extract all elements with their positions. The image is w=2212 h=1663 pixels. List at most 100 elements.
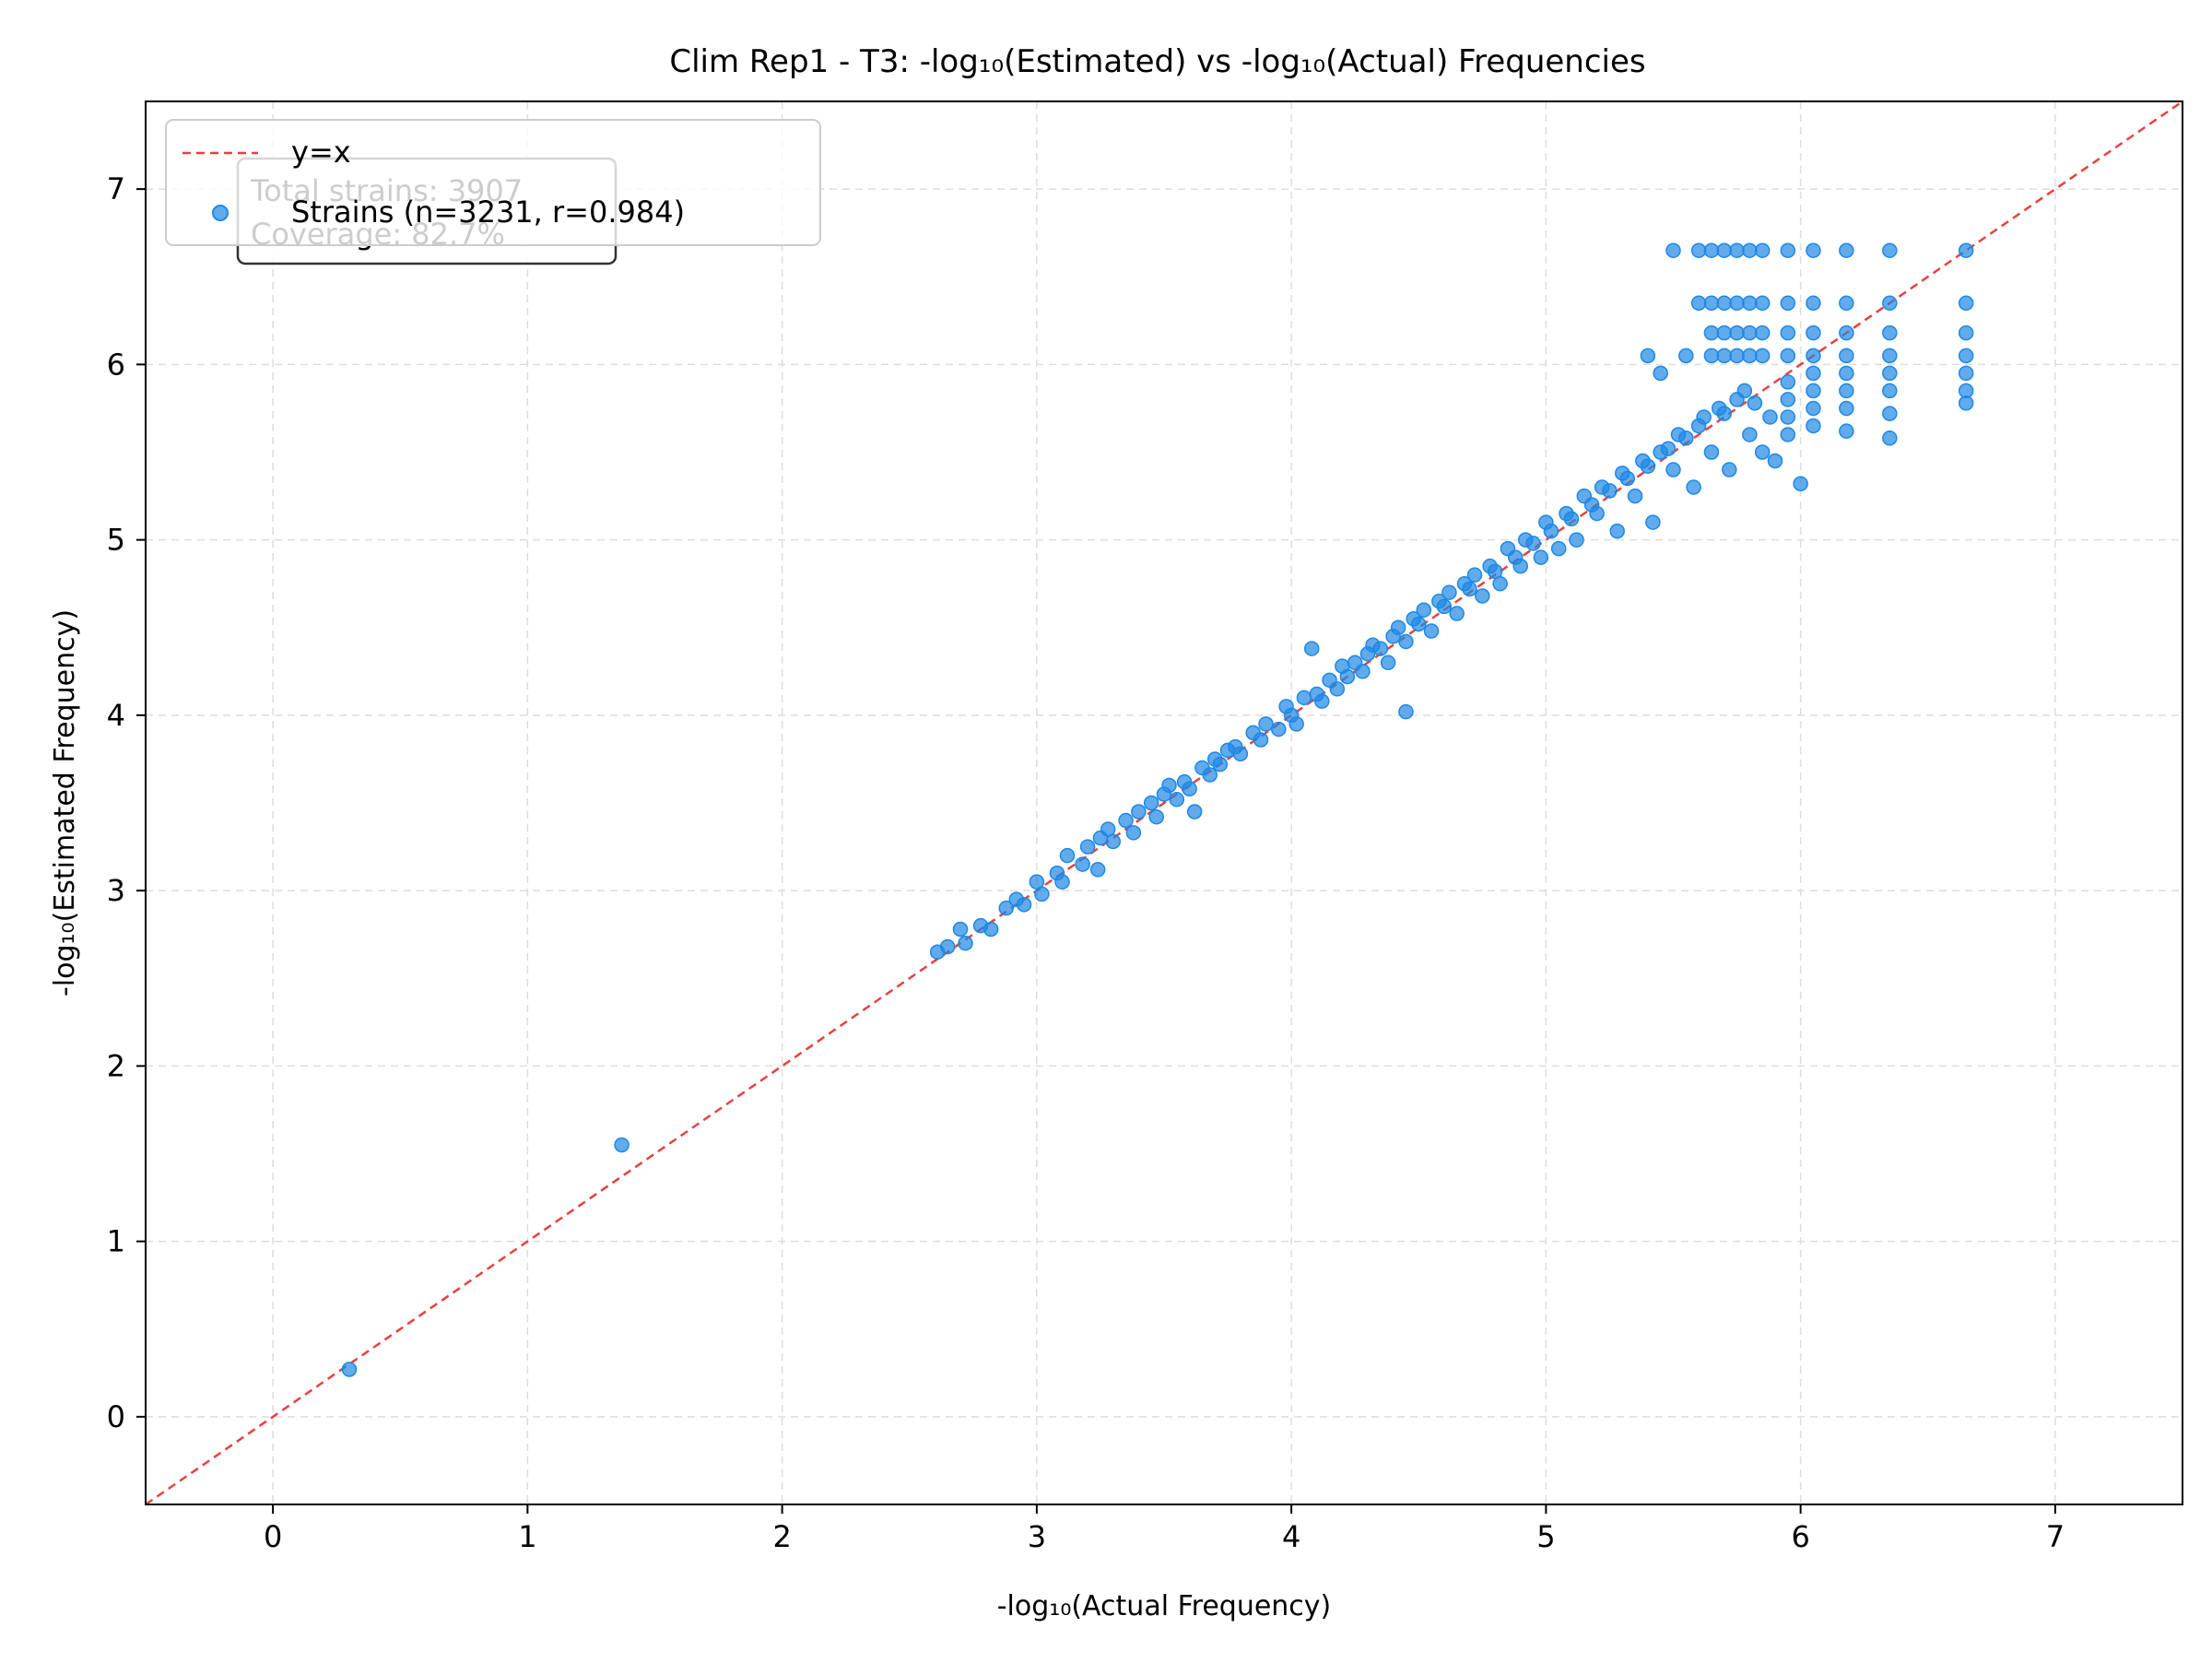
data-point-0-24 [1131, 804, 1147, 820]
data-point-0-94 [1589, 505, 1605, 522]
data-point-0-8 [998, 900, 1014, 916]
data-point-0-3 [939, 938, 956, 955]
data-point-0-159 [1690, 242, 1707, 258]
data-point-0-111 [1696, 409, 1712, 425]
data-point-0-166 [1806, 242, 1821, 258]
data-point-0-102 [1640, 458, 1656, 474]
data-point-0-148 [1703, 295, 1720, 312]
x-tick-label-7: 7 [2046, 1519, 2065, 1554]
data-point-0-108 [1678, 430, 1694, 446]
data-point-0-42 [1258, 716, 1274, 732]
data-point-0-145 [1882, 324, 1898, 341]
data-point-0-34 [1202, 767, 1218, 783]
data-point-0-170 [1780, 374, 1796, 390]
data-point-0-150 [1729, 295, 1745, 312]
data-point-0-115 [1722, 462, 1737, 478]
data-point-0-172 [1780, 409, 1796, 425]
data-point-0-25 [1143, 795, 1159, 811]
data-point-0-165 [1780, 242, 1796, 258]
y-tick-label-2: 2 [107, 1048, 125, 1083]
data-point-0-36 [1212, 756, 1229, 773]
data-point-0-163 [1742, 242, 1758, 258]
data-point-0-128 [1716, 348, 1732, 364]
data-point-0-64 [1398, 703, 1414, 720]
data-point-0-43 [1271, 721, 1287, 737]
data-point-0-117 [1736, 383, 1753, 399]
data-point-0-118 [1742, 427, 1758, 442]
data-point-0-97 [1609, 523, 1625, 539]
data-point-0-85 [1533, 549, 1549, 565]
data-point-0-152 [1754, 295, 1771, 312]
data-point-0-12 [1034, 886, 1050, 902]
data-point-0-133 [1806, 348, 1821, 364]
data-point-0-173 [1780, 427, 1796, 442]
data-point-0-151 [1742, 295, 1758, 312]
data-point-0-18 [1089, 862, 1106, 878]
data-point-0-121 [1762, 409, 1778, 425]
data-point-0-149 [1716, 295, 1732, 312]
data-point-0-71 [1441, 584, 1457, 600]
data-point-0-41 [1253, 732, 1269, 748]
y-tick-label-3: 3 [107, 873, 125, 908]
data-point-0-96 [1602, 483, 1618, 499]
data-point-0-184 [1882, 406, 1898, 421]
data-point-0-0 [341, 1362, 358, 1377]
data-point-0-129 [1729, 348, 1745, 364]
y-tick-label-0: 0 [107, 1399, 125, 1434]
x-axis-label: -log₁₀(Actual Frequency) [997, 1590, 1332, 1622]
data-point-0-23 [1125, 825, 1142, 841]
data-point-0-84 [1525, 536, 1541, 551]
y-axis-label: -log₁₀(Estimated Frequency) [49, 609, 81, 997]
data-point-0-186 [1958, 365, 1974, 382]
data-point-0-10 [1016, 897, 1032, 913]
data-point-0-139 [1729, 324, 1745, 341]
data-point-0-103 [1645, 514, 1661, 530]
x-tick-label-5: 5 [1536, 1519, 1555, 1554]
data-point-0-143 [1806, 324, 1821, 341]
data-point-0-146 [1958, 324, 1974, 341]
data-point-0-50 [1314, 693, 1330, 709]
data-point-0-137 [1703, 324, 1720, 341]
data-point-0-144 [1839, 324, 1854, 341]
data-point-0-14 [1054, 874, 1070, 890]
x-tick-label-4: 4 [1282, 1519, 1300, 1554]
data-point-0-76 [1475, 588, 1490, 604]
y-tick-label-7: 7 [107, 171, 125, 206]
data-point-0-130 [1742, 348, 1758, 364]
y-tick-label-1: 1 [107, 1224, 125, 1259]
data-point-0-179 [1839, 383, 1854, 399]
data-point-0-88 [1550, 540, 1567, 557]
data-point-0-4 [952, 921, 969, 938]
x-tick-label-2: 2 [772, 1519, 791, 1554]
data-point-0-169 [1958, 242, 1974, 258]
chart-title: Clim Rep1 - T3: -log₁₀(Estimated) vs -lo… [669, 43, 1645, 80]
data-point-0-109 [1686, 479, 1701, 495]
data-point-0-125 [1653, 365, 1668, 382]
data-point-0-56 [1355, 664, 1371, 679]
data-point-0-17 [1079, 839, 1096, 855]
data-point-0-5 [958, 935, 973, 951]
data-point-0-160 [1703, 242, 1720, 258]
data-point-0-66 [1411, 616, 1427, 632]
data-point-0-178 [1839, 365, 1854, 382]
data-point-0-91 [1569, 532, 1584, 548]
data-point-0-123 [1793, 476, 1808, 491]
data-point-0-167 [1839, 242, 1854, 258]
y-axis-ticks: 0 1 2 3 4 5 6 7 [107, 171, 146, 1434]
x-tick-label-1: 1 [518, 1519, 536, 1554]
data-point-0-141 [1754, 324, 1771, 341]
data-point-0-164 [1754, 242, 1771, 258]
legend-box [165, 119, 821, 246]
data-point-0-16 [1075, 856, 1090, 872]
data-point-0-26 [1148, 808, 1164, 825]
data-point-0-183 [1882, 383, 1898, 399]
data-point-0-162 [1729, 242, 1745, 258]
data-point-0-138 [1716, 324, 1732, 341]
data-point-0-29 [1169, 791, 1185, 808]
data-point-0-175 [1806, 383, 1821, 399]
data-point-0-99 [1619, 470, 1636, 487]
data-point-0-28 [1161, 777, 1177, 794]
legend-label-reference-line: y=x [291, 135, 351, 170]
data-point-0-174 [1806, 365, 1821, 382]
